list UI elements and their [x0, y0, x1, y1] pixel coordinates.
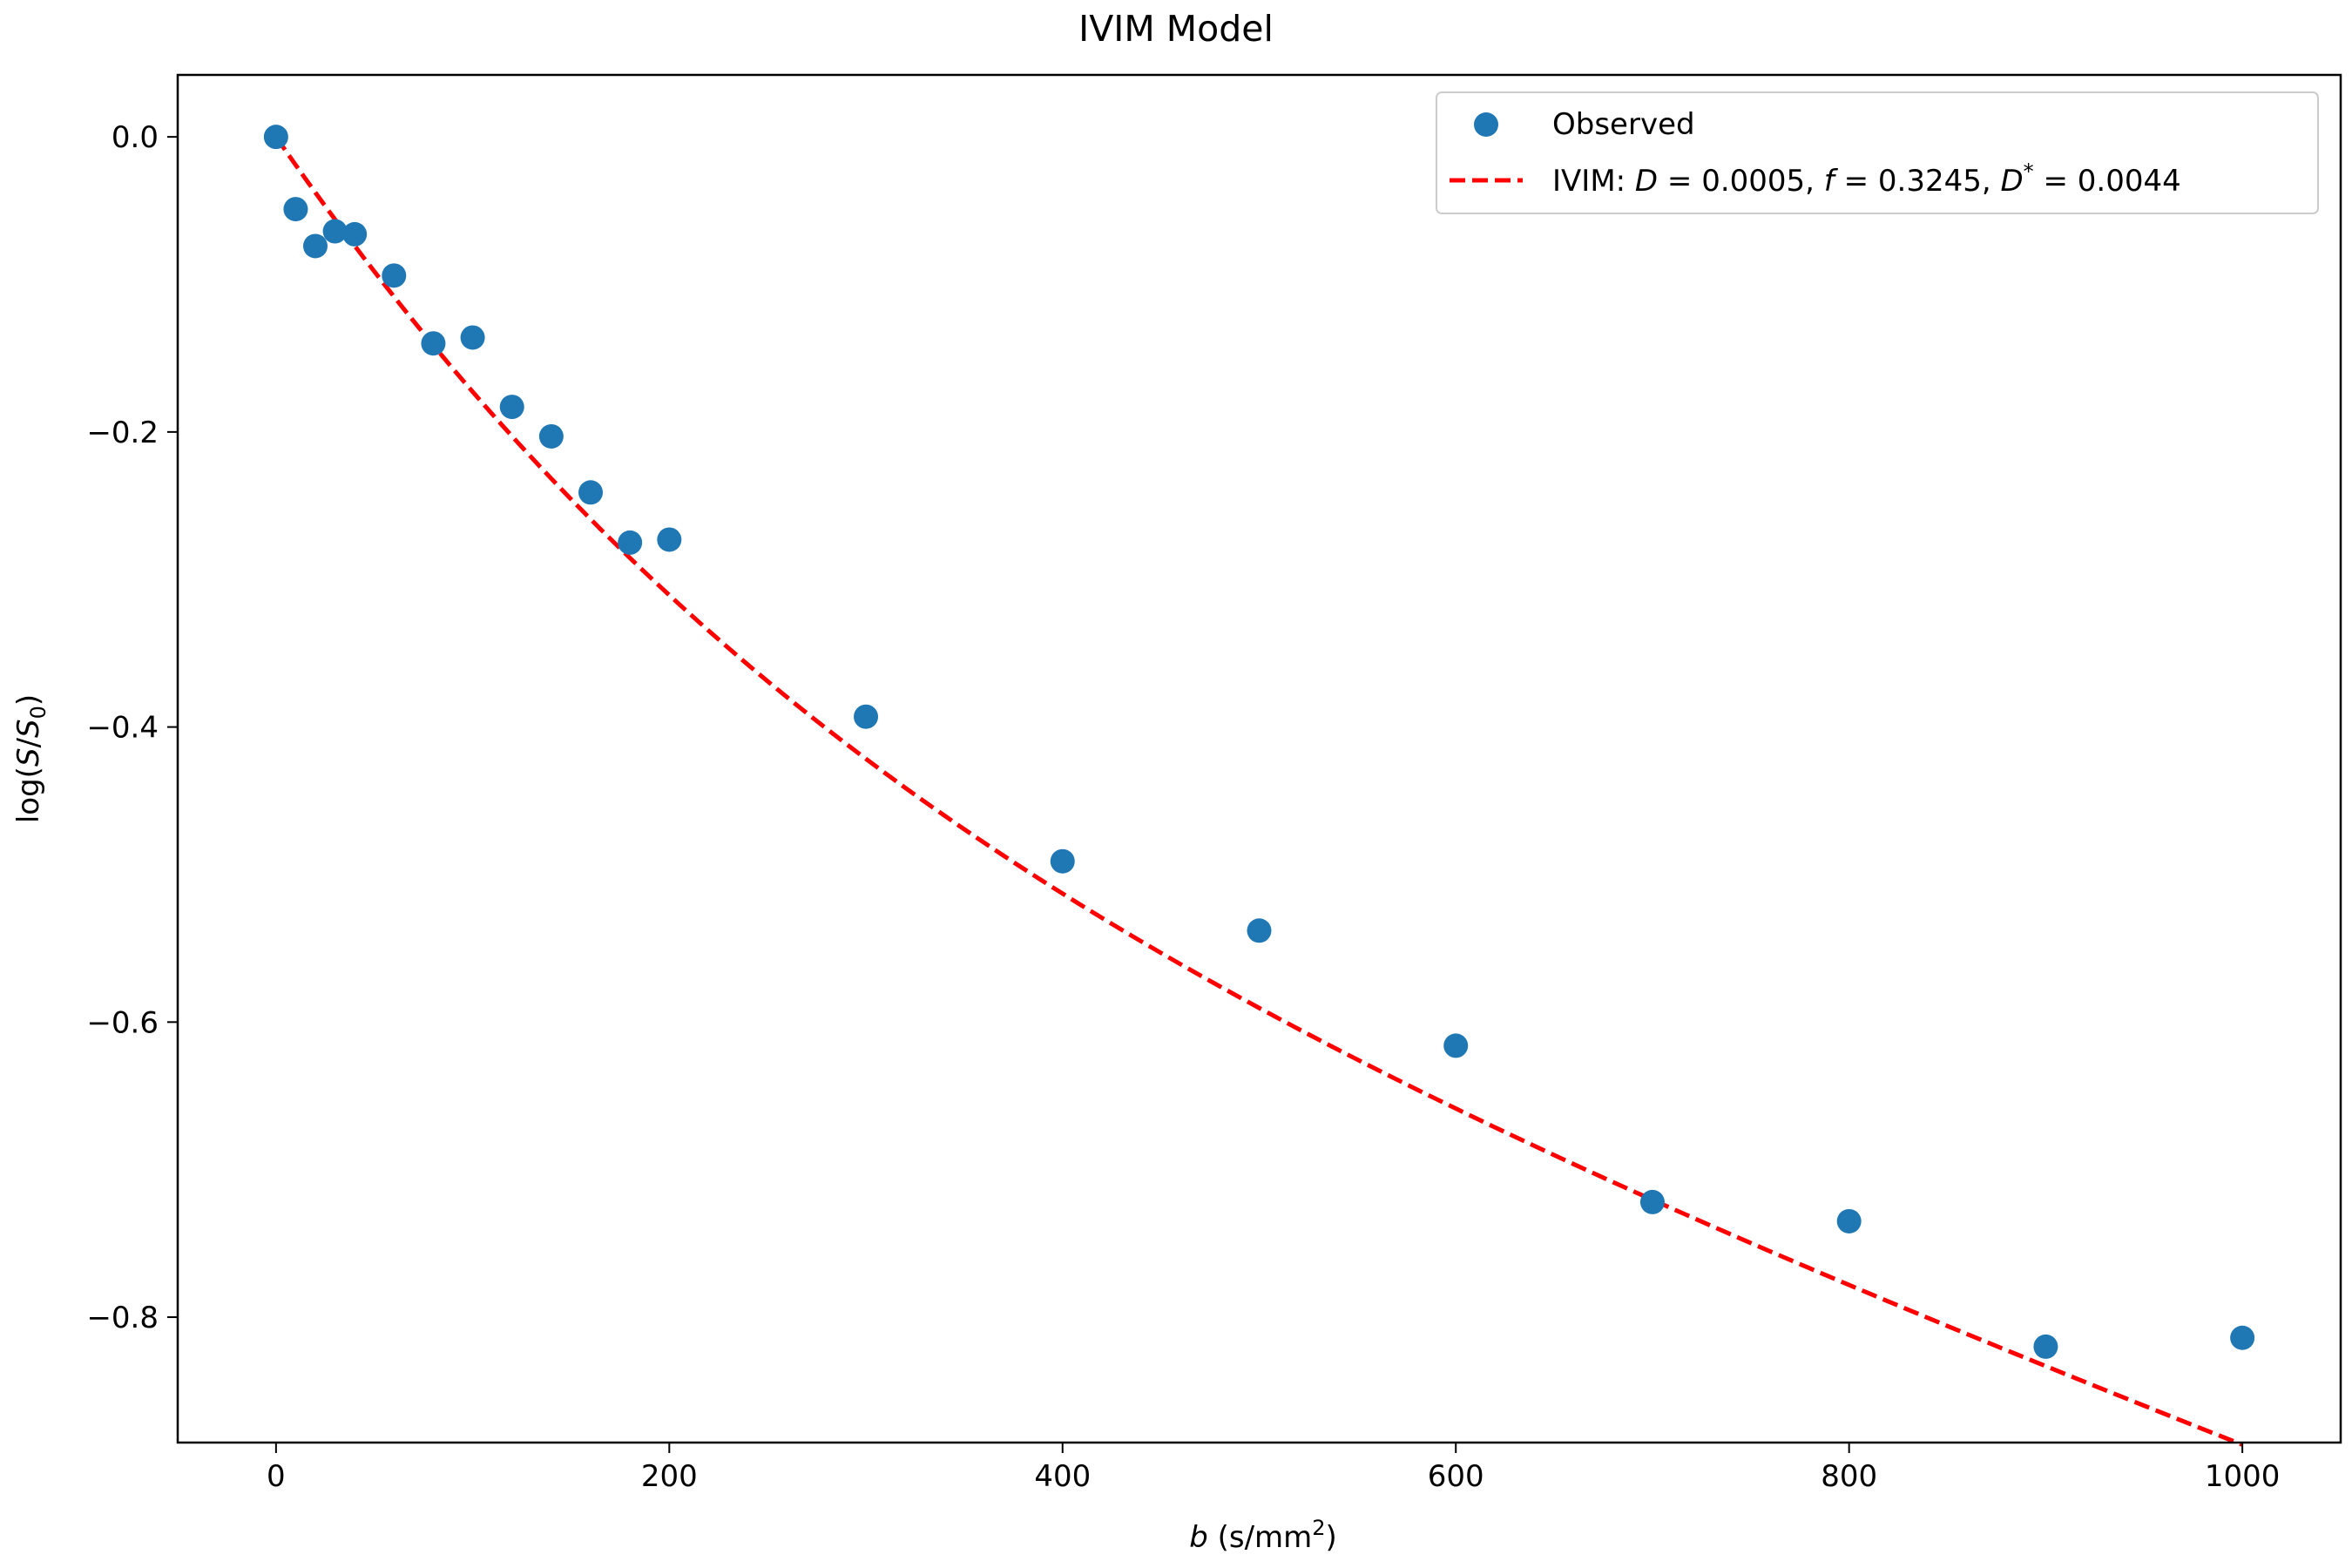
- legend-frame: [1436, 91, 2319, 214]
- legend-ivim-dstar-val: = 0.0044: [2034, 164, 2181, 199]
- x-axis-label-unit-close: ): [1326, 1520, 1337, 1555]
- data-point-observed: [1050, 848, 1075, 874]
- y-axis-label-suffix: ): [11, 694, 46, 706]
- chart-title: IVIM Model: [1078, 8, 1274, 50]
- x-tick-label: 200: [641, 1459, 698, 1494]
- legend-label-observed: Observed: [1552, 107, 1695, 142]
- data-point-observed: [421, 331, 446, 356]
- legend-ivim-dstar-sup: *: [2024, 159, 2034, 184]
- x-axis-label-unit: (s/mm: [1208, 1520, 1312, 1555]
- plot-area: 0 200 400 600 800 1000 0.0 −0.2 −0.4 −0.6 −0.8: [86, 73, 2342, 1494]
- data-point-observed: [460, 325, 485, 350]
- data-point-observed: [499, 395, 524, 420]
- y-axis-label-prefix: log(: [11, 767, 46, 823]
- y-axis-label-slash: /: [11, 737, 46, 747]
- y-tick-label: −0.8: [86, 1301, 159, 1335]
- ivim-fit-line: [274, 135, 2244, 1447]
- data-point-observed: [1247, 918, 1272, 943]
- x-tick-label: 1000: [2205, 1459, 2281, 1494]
- data-point-observed: [283, 197, 308, 222]
- legend-ivim-d-val: = 0.0005,: [1658, 164, 1824, 199]
- data-point-observed: [657, 527, 682, 552]
- y-axis-label: log(S/S0): [11, 694, 51, 823]
- data-point-observed: [2033, 1334, 2058, 1359]
- x-axis-label: b (s/mm2): [1189, 1516, 1337, 1555]
- data-point-observed: [2230, 1325, 2255, 1350]
- data-point-observed: [322, 219, 348, 244]
- x-tick-label: 800: [1821, 1459, 1877, 1494]
- x-tick-label: 600: [1428, 1459, 1484, 1494]
- y-tick-label: −0.2: [86, 416, 159, 450]
- data-point-observed: [1836, 1208, 1862, 1233]
- x-axis-label-var: b: [1189, 1520, 1208, 1555]
- x-axis-label-unit-sup: 2: [1312, 1516, 1325, 1540]
- data-point-observed: [618, 530, 643, 555]
- data-point-observed: [578, 480, 604, 505]
- data-point-observed: [1443, 1033, 1469, 1058]
- legend: Observed IVIM: D = 0.0005, f = 0.3245, D…: [1436, 91, 2319, 214]
- data-point-observed: [382, 263, 407, 288]
- data-point-observed: [538, 423, 564, 449]
- legend-ivim-prefix: IVIM:: [1552, 164, 1635, 199]
- data-point-observed: [303, 233, 328, 259]
- legend-marker-observed: [1474, 112, 1498, 137]
- data-point-observed: [263, 125, 288, 150]
- plot-frame: [176, 73, 2342, 1444]
- y-tick-label: −0.6: [86, 1005, 159, 1040]
- y-axis-label-den: S: [11, 719, 46, 738]
- x-tick-label: 400: [1034, 1459, 1091, 1494]
- x-tick-label: 0: [267, 1459, 286, 1494]
- y-axis-label-num: S: [11, 747, 46, 767]
- data-point-observed: [854, 704, 879, 729]
- y-axis-label-den-sub: 0: [26, 706, 51, 719]
- data-point-observed: [342, 221, 368, 247]
- y-tick-label: −0.4: [86, 711, 159, 746]
- data-point-observed: [1639, 1189, 1665, 1214]
- legend-ivim-d: D: [1635, 164, 1658, 199]
- y-tick-label: 0.0: [112, 120, 159, 155]
- legend-ivim-dstar: D: [2000, 164, 2023, 199]
- legend-ivim-f-val: = 0.3245,: [1835, 164, 2001, 199]
- legend-label-ivim: IVIM: D = 0.0005, f = 0.3245, D* = 0.004…: [1552, 159, 2181, 199]
